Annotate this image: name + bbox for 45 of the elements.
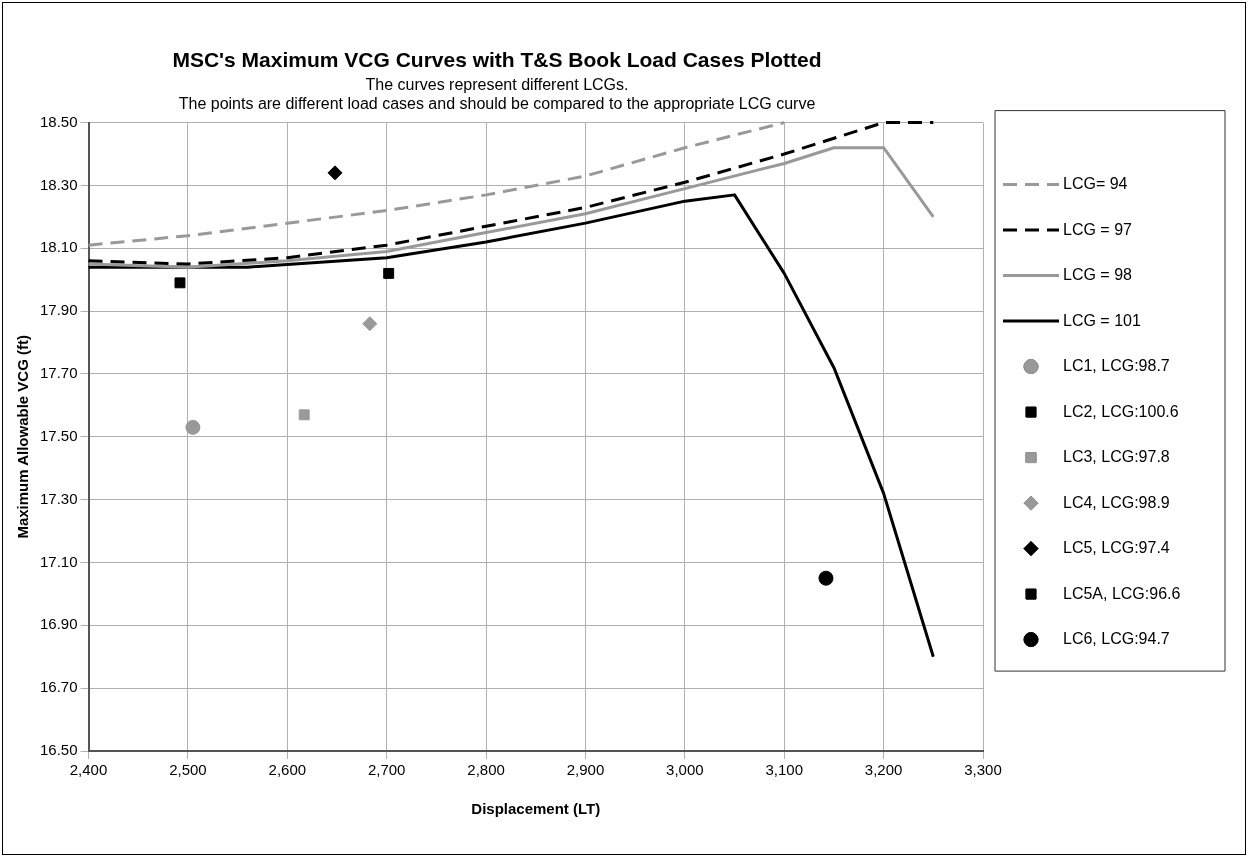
point <box>818 570 834 586</box>
point <box>298 409 310 421</box>
legend-label: LC1, LCG:98.7 <box>1063 357 1170 375</box>
line-series <box>87 121 935 266</box>
y-tick-label: 18.50 <box>39 112 78 130</box>
line-series <box>87 121 786 247</box>
legend-label: LCG = 98 <box>1063 266 1133 284</box>
legend-label: LC2, LCG:100.6 <box>1063 402 1179 420</box>
point <box>185 419 201 435</box>
y-tick-label: 18.10 <box>39 238 78 256</box>
legend-label: LC6, LCG:94.7 <box>1063 630 1170 648</box>
legend-label: LC5A, LCG:96.6 <box>1063 584 1181 602</box>
y-tick-label: 16.90 <box>39 615 78 633</box>
point <box>362 316 378 332</box>
x-tick-label: 3,000 <box>666 761 704 779</box>
y-tick-label: 17.50 <box>39 426 78 444</box>
y-tick-label: 17.10 <box>39 552 78 570</box>
x-tick-label: 2,400 <box>69 761 108 779</box>
y-tick-label: 16.50 <box>39 741 78 759</box>
y-tick-label: 17.70 <box>39 364 78 382</box>
x-tick-label: 2,900 <box>566 761 605 779</box>
x-tick-label: 2,700 <box>367 761 406 779</box>
x-tick-label: 3,300 <box>964 761 1002 779</box>
y-tick-label: 18.30 <box>39 175 78 193</box>
legend-label: LCG = 101 <box>1063 311 1141 329</box>
point <box>327 165 343 181</box>
x-tick-label: 2,600 <box>268 761 307 779</box>
x-tick-label: 3,100 <box>765 761 803 779</box>
y-tick-label: 17.90 <box>39 301 78 319</box>
x-tick-label: 2,500 <box>169 761 207 779</box>
point <box>174 277 186 289</box>
x-axis-title: Displacement (LT) <box>471 800 601 818</box>
y-axis-title: Maximum Allowable VCG (ft) <box>14 334 32 539</box>
chart-title: MSC's Maximum VCG Curves with T&S Book Load Cases Plotted <box>172 48 822 72</box>
y-tick-label: 17.30 <box>39 489 78 507</box>
legend-label: LC5, LCG:97.4 <box>1063 539 1170 557</box>
x-tick-label: 2,800 <box>467 761 505 779</box>
point <box>383 267 395 279</box>
x-tick-label: 3,200 <box>864 761 903 779</box>
chart-subtitle: The curves represent different LCGs. The points are different load cases and should be compared to the appropriate LCG curve <box>178 76 816 113</box>
legend-label: LC4, LCG:98.9 <box>1063 493 1170 511</box>
legend-label: LCG = 97 <box>1063 220 1133 238</box>
y-tick-label: 16.70 <box>39 678 78 696</box>
legend-label: LCG= 94 <box>1063 175 1128 193</box>
legend-label: LC3, LCG:97.8 <box>1063 448 1170 466</box>
